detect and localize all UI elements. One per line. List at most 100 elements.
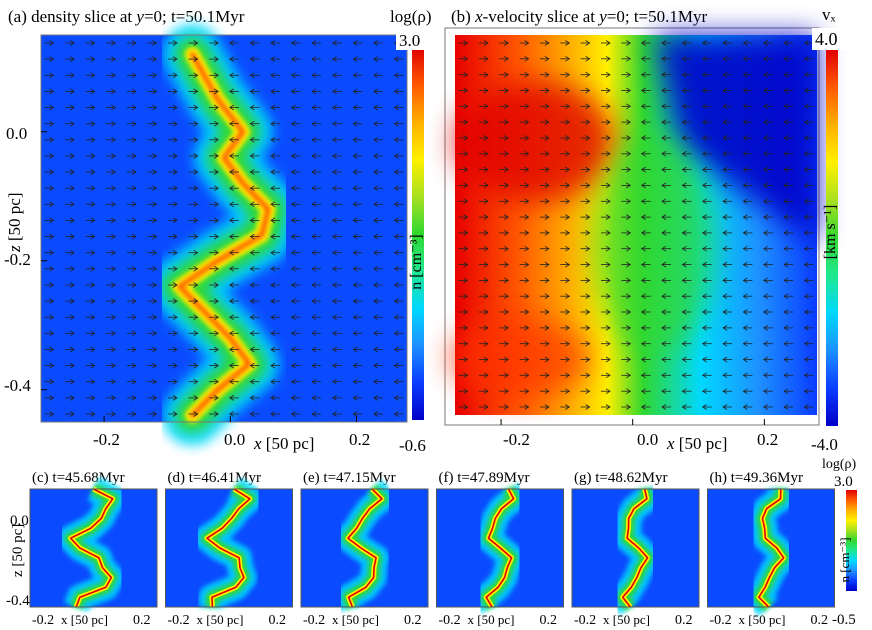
velocity-arrow-head bbox=[701, 119, 707, 125]
time-panel-title: (h) t=49.36Myr bbox=[710, 470, 803, 486]
velocity-arrow-head bbox=[701, 40, 707, 46]
time-panel: (h) t=49.36Myr -0.2 x [50 pc] 0.2 bbox=[707, 470, 835, 628]
velocity-arrow-head bbox=[193, 136, 199, 143]
velocity-arrow-head bbox=[311, 395, 317, 401]
velocity-arrow-head bbox=[763, 293, 769, 300]
velocity-arrow-head bbox=[270, 104, 276, 111]
velocity-arrow-head bbox=[352, 395, 358, 401]
velocity-arrow-head bbox=[290, 330, 296, 337]
velocity-arrow-head bbox=[111, 282, 117, 288]
velocity-arrow-head bbox=[131, 88, 137, 95]
time-filament-core bbox=[206, 488, 251, 608]
velocity-arrow-head bbox=[131, 169, 137, 175]
velocity-arrow-head bbox=[90, 88, 96, 95]
velocity-arrow-head bbox=[331, 40, 337, 46]
velocity-arrow-head bbox=[290, 233, 296, 240]
velocity-arrow-head bbox=[393, 298, 399, 304]
velocity-arrow-head bbox=[701, 261, 707, 268]
velocity-arrow-head bbox=[763, 135, 769, 141]
velocity-arrow-head bbox=[742, 277, 748, 284]
velocity-arrow-head bbox=[742, 293, 748, 300]
velocity-arrow-head bbox=[270, 169, 276, 175]
velocity-arrow-head bbox=[701, 103, 707, 110]
velocity-arrow-head bbox=[331, 314, 337, 321]
velocity-arrow-head bbox=[585, 119, 591, 125]
velocity-arrow-head bbox=[763, 71, 769, 78]
velocity-arrow-head bbox=[90, 265, 96, 272]
velocity-arrow-head bbox=[783, 198, 789, 205]
velocity-arrow-head bbox=[722, 40, 728, 46]
velocity-arrow-head bbox=[352, 233, 358, 240]
velocity-arrow-head bbox=[605, 245, 611, 252]
velocity-arrow-head bbox=[463, 55, 469, 62]
velocity-arrow-head bbox=[605, 261, 611, 268]
velocity-arrow-head bbox=[373, 411, 379, 417]
velocity-arrow-head bbox=[111, 378, 117, 385]
velocity-arrow-head bbox=[373, 330, 379, 337]
velocity-arrow-head bbox=[626, 119, 632, 125]
colorbar-bottom-min: -0.5 bbox=[832, 612, 856, 628]
velocity-arrow-head bbox=[605, 182, 611, 189]
velocity-arrow-head bbox=[90, 136, 96, 143]
velocity-arrow-head bbox=[763, 245, 769, 252]
velocity-arrow-head bbox=[626, 40, 632, 46]
time-panel: (e) t=47.15Myr -0.2 x [50 pc] 0.2 bbox=[300, 470, 429, 628]
velocity-arrow-head bbox=[463, 325, 469, 331]
velocity-arrow-head bbox=[661, 55, 667, 62]
velocity-arrow-head bbox=[111, 265, 117, 272]
velocity-arrow-head bbox=[544, 261, 550, 268]
velocity-arrow-head bbox=[131, 136, 137, 143]
velocity-arrow-head bbox=[783, 135, 789, 141]
velocity-arrow-head bbox=[763, 119, 769, 125]
velocity-arrow-head bbox=[661, 230, 667, 236]
velocity-arrow-head bbox=[270, 314, 276, 321]
time-panel: (f) t=47.89Myr -0.2 x [50 pc] 0.2 bbox=[436, 470, 564, 628]
velocity-arrow-head bbox=[290, 72, 296, 79]
velocity-arrow-head bbox=[131, 298, 137, 304]
velocity-arrow-head bbox=[249, 88, 255, 95]
velocity-arrow-head bbox=[290, 136, 296, 143]
velocity-arrow-head bbox=[393, 56, 399, 62]
velocity-arrow-head bbox=[152, 40, 158, 46]
velocity-arrow-head bbox=[544, 404, 550, 410]
velocity-arrow-head bbox=[483, 87, 489, 94]
velocity-arrow-head bbox=[152, 249, 158, 256]
velocity-arrow-head bbox=[661, 245, 667, 252]
velocity-arrow-head bbox=[352, 362, 358, 369]
velocity-arrow-head bbox=[463, 372, 469, 379]
velocity-arrow-head bbox=[722, 119, 728, 125]
velocity-arrow-head bbox=[585, 214, 591, 220]
velocity-arrow-head bbox=[213, 120, 219, 127]
velocity-arrow-head bbox=[172, 120, 178, 127]
velocity-arrow-head bbox=[661, 182, 667, 189]
colorbar-b-label: vₓ bbox=[822, 5, 836, 24]
velocity-arrow-head bbox=[661, 261, 667, 268]
velocity-arrow-head bbox=[803, 388, 809, 395]
velocity-arrow-head bbox=[152, 330, 158, 337]
velocity-arrow-head bbox=[331, 153, 337, 159]
velocity-arrow-head bbox=[193, 120, 199, 127]
velocity-arrow-head bbox=[803, 404, 809, 410]
time-panel: (c) t=45.68Myr-0.2 x [50 pc] 0.2 bbox=[29, 470, 158, 628]
velocity-arrow-head bbox=[172, 249, 178, 256]
velocity-arrow-head bbox=[393, 153, 399, 159]
velocity-arrow-head bbox=[290, 314, 296, 321]
velocity-arrow-head bbox=[483, 325, 489, 331]
velocity-arrow-head bbox=[111, 298, 117, 304]
velocity-arrow-head bbox=[90, 395, 96, 401]
velocity-arrow-head bbox=[640, 293, 646, 300]
velocity-arrow-head bbox=[49, 330, 55, 337]
colorbar-a-max: 3.0 bbox=[399, 31, 420, 50]
velocity-arrow-head bbox=[524, 119, 530, 125]
velocity-arrow-head bbox=[352, 330, 358, 337]
velocity-arrow-head bbox=[249, 169, 255, 175]
velocity-arrow-head bbox=[249, 56, 255, 62]
time-panel-frame bbox=[29, 488, 158, 608]
velocity-arrow-head bbox=[311, 72, 317, 79]
velocity-arrow-head bbox=[544, 388, 550, 395]
velocity-arrow-head bbox=[270, 395, 276, 401]
velocity-arrow-head bbox=[803, 230, 809, 236]
velocity-arrow-head bbox=[640, 40, 646, 46]
velocity-arrow-head bbox=[483, 119, 489, 125]
velocity-arrow-head bbox=[193, 88, 199, 95]
